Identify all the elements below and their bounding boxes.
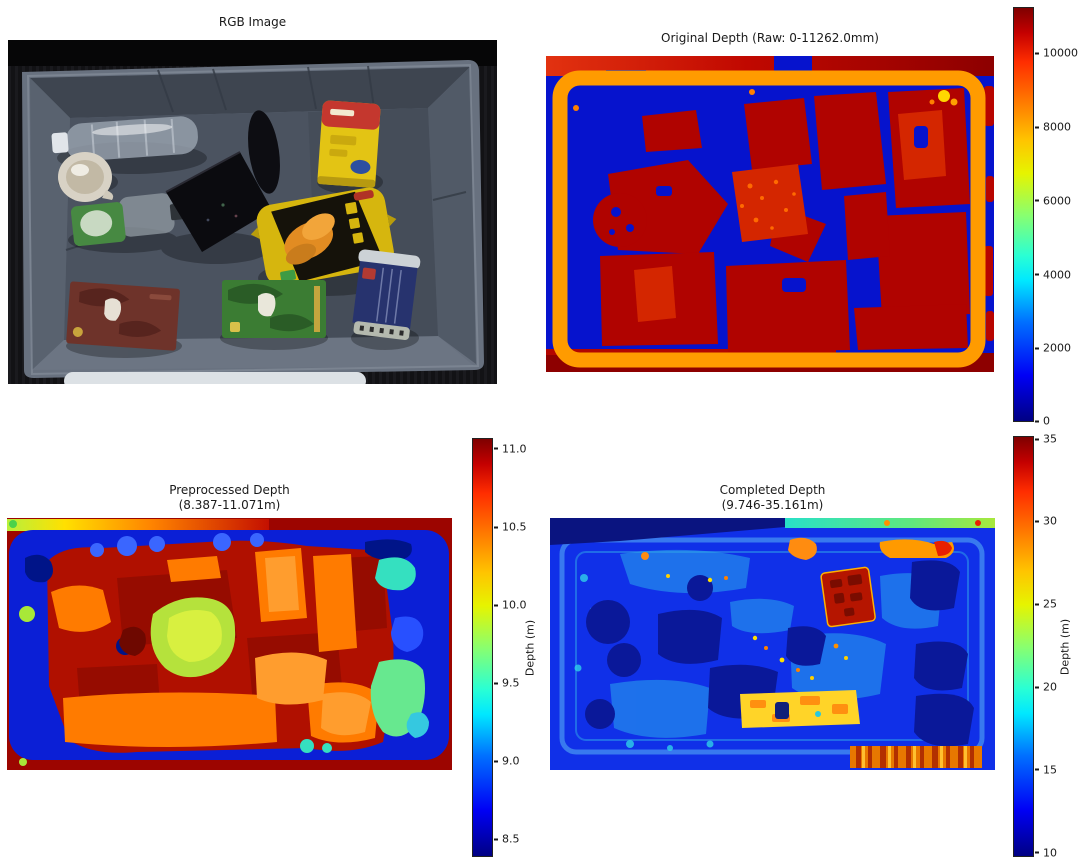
rgb-panel-title: RGB Image — [218, 15, 287, 29]
colorbar-tick: 35 — [1035, 433, 1057, 446]
green-juice-box — [222, 280, 326, 338]
yellow-band — [740, 690, 860, 728]
completed-depth-image — [550, 518, 995, 770]
completed-depth-colorbar: 35 30 25 20 15 10 Depth (m) — [1013, 433, 1080, 859]
rgb-photo-graphic — [8, 40, 497, 384]
completed-depth-graphic — [550, 518, 995, 770]
yellow-can — [317, 100, 381, 188]
colorbar-tick: 6000 — [1035, 194, 1071, 207]
colorbar-gradient — [472, 438, 493, 857]
red-juice-box — [66, 281, 180, 351]
colorbar-gradient — [1013, 436, 1034, 857]
original-depth-graphic — [546, 56, 994, 372]
colorbar-axis-label: Depth (m) — [1058, 618, 1072, 675]
colorbar-tick: 25 — [1035, 598, 1057, 611]
white-cup — [58, 152, 114, 202]
colorbar-tick: 10 — [1035, 846, 1057, 859]
preprocessed-depth-title: Preprocessed Depth (8.387-11.071m) — [7, 483, 452, 513]
colorbar-tick: 10.0 — [494, 599, 527, 612]
chips-bag — [250, 187, 397, 286]
colorbar-gradient — [1013, 7, 1034, 422]
red-rectangle-item — [820, 566, 876, 628]
colorbar-tick: 30 — [1035, 515, 1057, 528]
original-depth-image — [546, 56, 994, 372]
water-bottle — [51, 116, 198, 162]
colorbar-tick: 10000 — [1035, 47, 1078, 60]
colorbar-tick: 2000 — [1035, 342, 1071, 355]
dark-object — [248, 110, 280, 194]
white-object — [64, 372, 366, 384]
preprocessed-depth-image — [7, 518, 452, 770]
completed-title-line2: (9.746-35.161m) — [721, 498, 824, 512]
original-depth-colorbar: 10000 8000 6000 4000 2000 0 — [1013, 7, 1080, 428]
completed-depth-title: Completed Depth (9.746-35.161m) — [550, 483, 995, 513]
colorbar-tick: 9.5 — [494, 677, 520, 690]
completed-title-line1: Completed Depth — [719, 483, 826, 497]
black-box — [165, 151, 272, 252]
colorbar-tick: 20 — [1035, 681, 1057, 694]
preprocessed-depth-graphic — [7, 518, 452, 770]
colorbar-tick: 9.0 — [494, 755, 520, 768]
colorbar-tick: 11.0 — [494, 442, 527, 455]
preprocessed-title-line2: (8.387-11.071m) — [178, 498, 281, 512]
colorbar-tick: 10.5 — [494, 521, 527, 534]
colorbar-axis-label: Depth (m) — [523, 619, 537, 676]
colorbar-tick: 4000 — [1035, 268, 1071, 281]
blue-can — [352, 249, 421, 341]
colorbar-tick: 0 — [1035, 415, 1050, 428]
orange-striped-band — [850, 746, 982, 768]
colorbar-tick: 15 — [1035, 763, 1057, 776]
colorbar-tick: 8000 — [1035, 121, 1071, 134]
green-bottle — [70, 193, 184, 247]
preprocessed-title-line1: Preprocessed Depth — [169, 483, 290, 497]
rgb-image — [8, 40, 497, 384]
colorbar-tick: 8.5 — [494, 833, 520, 846]
original-depth-title: Original Depth (Raw: 0-11262.0mm) — [661, 31, 879, 45]
preprocessed-depth-colorbar: 11.0 10.5 10.0 9.5 9.0 8.5 Depth (m) — [472, 438, 562, 857]
